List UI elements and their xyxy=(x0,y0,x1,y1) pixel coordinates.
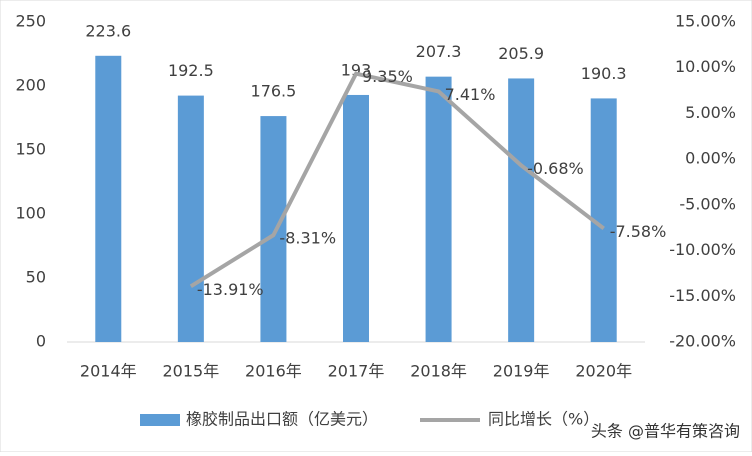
watermark: 头条 @普华有策咨询 xyxy=(591,422,740,441)
bar xyxy=(177,95,204,342)
y-tick-label: 0 xyxy=(36,332,46,351)
y2-tick-label: -10.00% xyxy=(669,240,736,259)
y-tick-label: 50 xyxy=(26,268,46,287)
y2-tick-label: -5.00% xyxy=(679,194,736,213)
legend-swatch xyxy=(140,414,180,426)
y-tick-label: 250 xyxy=(15,12,46,31)
y-tick-label: 150 xyxy=(15,140,46,159)
y-tick-label: 100 xyxy=(15,204,46,223)
x-tick-label: 2017年 xyxy=(328,362,385,381)
y2-tick-label: -15.00% xyxy=(669,286,736,305)
bar xyxy=(508,78,535,342)
bar xyxy=(260,116,287,342)
y2-tick-label: 10.00% xyxy=(675,57,736,76)
bar-value-label: 223.6 xyxy=(85,21,131,40)
x-tick-label: 2016年 xyxy=(245,362,302,381)
bar-value-label: 176.5 xyxy=(251,82,297,101)
line-value-label: -0.68% xyxy=(527,159,584,178)
y2-tick-label: -20.00% xyxy=(669,332,736,351)
bar xyxy=(343,94,369,343)
legend-label: 橡胶制品出口额（亿美元） xyxy=(186,410,378,429)
x-tick-label: 2014年 xyxy=(80,362,137,381)
legend-label: 同比增长（%） xyxy=(488,410,599,429)
bar xyxy=(95,55,122,343)
bar-value-label: 207.3 xyxy=(416,42,462,61)
line-value-label: 7.41% xyxy=(445,85,496,104)
bar-value-label: 205.9 xyxy=(498,44,544,63)
bar-value-label: 190.3 xyxy=(581,64,627,83)
y2-tick-label: 15.00% xyxy=(675,12,736,31)
bar-value-label: 192.5 xyxy=(168,61,214,80)
x-tick-label: 2018年 xyxy=(410,362,467,381)
y2-tick-label: 0.00% xyxy=(685,149,736,168)
x-tick-label: 2015年 xyxy=(162,362,219,381)
line-value-label: 9.35% xyxy=(362,67,413,86)
line-series xyxy=(189,71,605,289)
x-tick-label: 2019年 xyxy=(493,362,550,381)
y-tick-label: 200 xyxy=(15,76,46,95)
line-value-label: -13.91% xyxy=(197,280,264,299)
line-value-label: -8.31% xyxy=(279,229,336,248)
line-value-label: -7.58% xyxy=(610,222,667,241)
bar xyxy=(425,76,452,342)
y2-tick-label: 5.00% xyxy=(685,103,736,122)
x-tick-label: 2020年 xyxy=(575,362,632,381)
